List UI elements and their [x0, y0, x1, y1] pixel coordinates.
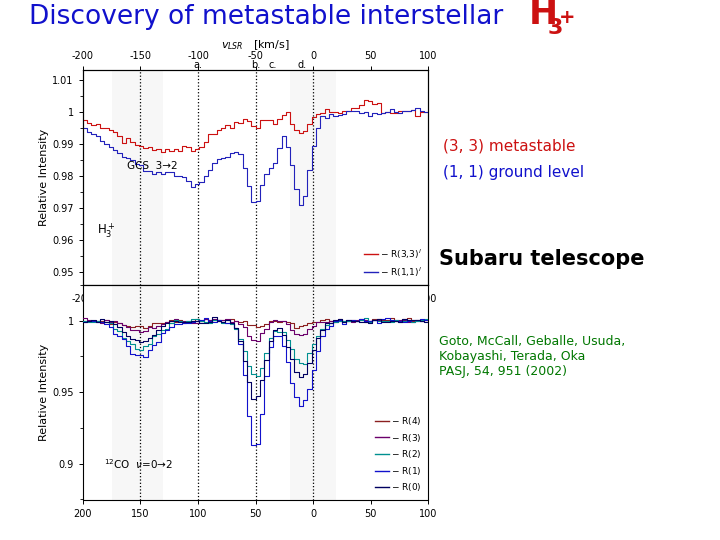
Bar: [290, 285, 336, 500]
Legend: $-$ R(3,3)$^l$, $-$ R(1,1)$^l$: $-$ R(3,3)$^l$, $-$ R(1,1)$^l$: [362, 245, 424, 280]
Text: a.: a.: [194, 59, 202, 70]
Y-axis label: Relative Intensity: Relative Intensity: [40, 129, 50, 226]
Text: +: +: [559, 8, 575, 27]
Text: c.: c.: [269, 59, 277, 70]
Text: Goto, McCall, Geballe, Usuda,
Kobayashi, Terada, Oka
PASJ, 54, 951 (2002): Goto, McCall, Geballe, Usuda, Kobayashi,…: [439, 335, 626, 378]
Text: Discovery of metastable interstellar: Discovery of metastable interstellar: [29, 4, 511, 30]
X-axis label: $v_{LSR}$   [km/s]: $v_{LSR}$ [km/s]: [221, 38, 290, 52]
Text: H$_3^+$: H$_3^+$: [96, 221, 115, 240]
Text: (1, 1) ground level: (1, 1) ground level: [443, 165, 584, 180]
Bar: [290, 70, 336, 285]
Text: b.: b.: [251, 59, 260, 70]
Bar: [112, 285, 163, 500]
Legend: $-$ R(4), $-$ R(3), $-$ R(2), $-$ R(1), $-$ R(0): $-$ R(4), $-$ R(3), $-$ R(2), $-$ R(1), …: [374, 413, 424, 495]
Text: 3: 3: [547, 18, 562, 38]
Text: GCS  3→2: GCS 3→2: [127, 161, 177, 171]
Text: Subaru telescope: Subaru telescope: [439, 249, 644, 269]
Bar: [112, 70, 163, 285]
Y-axis label: Relative Intensity: Relative Intensity: [40, 343, 50, 441]
Text: H: H: [529, 0, 558, 31]
Text: $^{12}$CO  $\nu$=0→2: $^{12}$CO $\nu$=0→2: [104, 457, 173, 471]
Text: d.: d.: [297, 59, 306, 70]
Text: (3, 3) metastable: (3, 3) metastable: [443, 138, 575, 153]
